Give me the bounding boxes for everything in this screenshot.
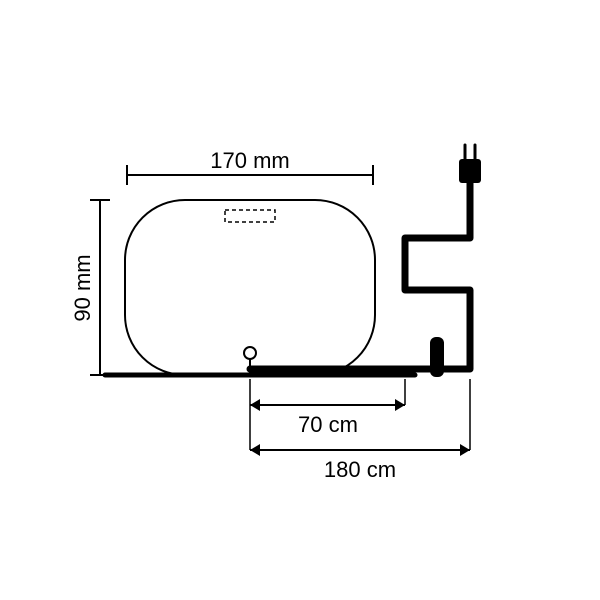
dim-70cm-label: 70 cm xyxy=(298,412,358,437)
plug-body xyxy=(459,159,481,183)
dimension-diagram: 170 mm 90 mm 70 cm 180 cm xyxy=(0,0,600,600)
lamp-slot xyxy=(225,210,275,222)
cable-switch xyxy=(430,337,444,377)
dim-180cm-label: 180 cm xyxy=(324,457,396,482)
dim-height-label: 90 mm xyxy=(70,254,95,321)
lamp-knob xyxy=(244,347,256,359)
dim-width-label: 170 mm xyxy=(210,148,289,173)
